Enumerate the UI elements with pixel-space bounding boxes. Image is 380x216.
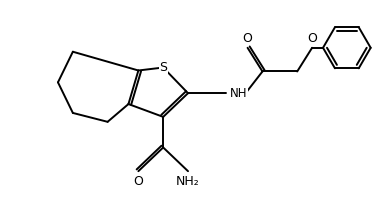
Text: O: O	[243, 32, 253, 45]
Text: NH: NH	[230, 87, 247, 100]
Text: O: O	[307, 32, 317, 45]
Text: S: S	[159, 61, 167, 74]
Text: O: O	[133, 175, 143, 188]
Text: NH₂: NH₂	[176, 175, 200, 188]
